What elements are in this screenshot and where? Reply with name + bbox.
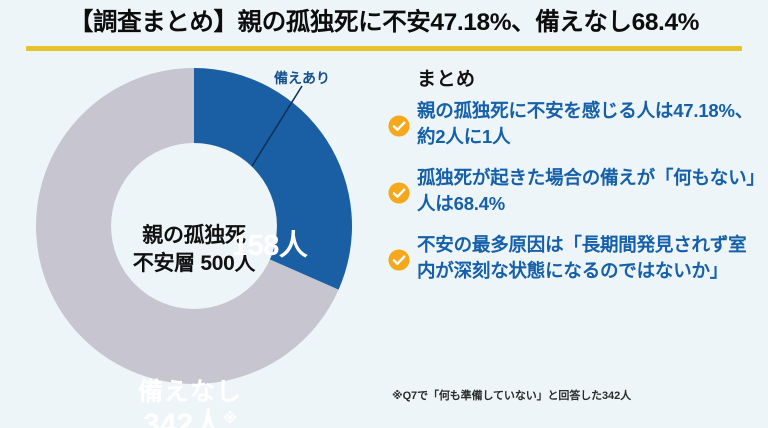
summary-bullet-text: 孤独死が起きた場合の備えが「何もない」人は68.4% bbox=[417, 166, 756, 215]
page-title: 【調査まとめ】親の孤独死に不安47.18%、備えなし68.4% bbox=[0, 8, 768, 39]
summary-bullet-list: 親の孤独死に不安を感じる人は47.18%、約2人に1人 孤独死が起きた場合の備え… bbox=[388, 98, 768, 299]
footnote-asterisk-marker: ※ bbox=[223, 409, 237, 426]
donut-label-bienashi: 備えなし 342人※ bbox=[0, 378, 380, 428]
donut-chart-svg bbox=[36, 68, 352, 384]
donut-callout-label: 備えあり bbox=[274, 70, 330, 86]
summary-bullet-text: 不安の最多原因は「長期間発見されず室内が深刻な状態になるのではないか」 bbox=[417, 233, 747, 282]
list-item: 親の孤独死に不安を感じる人は47.18%、約2人に1人 bbox=[388, 98, 768, 151]
donut-label-bienashi-value: 342人※ bbox=[0, 408, 380, 428]
footnote-text: ※Q7で「何も準備していない」と回答した342人 bbox=[392, 390, 631, 402]
donut-hole bbox=[111, 143, 277, 309]
summary-panel: まとめ 親の孤独死に不安を感じる人は47.18%、約2人に1人 孤独死が起きた場… bbox=[388, 62, 768, 428]
donut-value-bienashi-number: 342人 bbox=[143, 407, 224, 428]
summary-bullet-text: 親の孤独死に不安を感じる人は47.18%、約2人に1人 bbox=[417, 100, 754, 148]
page-title-text: 【調査まとめ】親の孤独死に不安47.18%、備えなし68.4% bbox=[68, 9, 700, 36]
check-circle-icon bbox=[388, 115, 410, 137]
summary-heading: まとめ bbox=[417, 69, 476, 90]
check-circle-icon bbox=[388, 249, 410, 271]
title-underline-accent bbox=[26, 46, 742, 51]
list-item: 不安の最多原因は「長期間発見されず室内が深刻な状態になるのではないか」 bbox=[388, 232, 768, 285]
donut-chart: 親の孤独死 不安層 500人 158人 備えなし 342人※ 備えあり bbox=[0, 60, 395, 428]
check-circle-icon bbox=[388, 182, 410, 204]
list-item: 孤独死が起きた場合の備えが「何もない」人は68.4% bbox=[388, 165, 768, 218]
